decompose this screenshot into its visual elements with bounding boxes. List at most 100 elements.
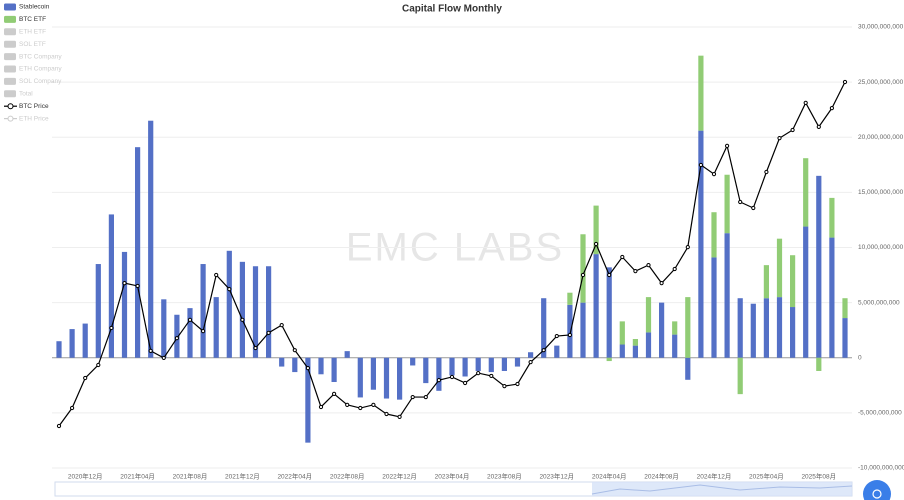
legend-item[interactable]: ETH Company <box>4 65 62 73</box>
bar <box>619 344 625 358</box>
price-point <box>672 266 677 272</box>
bar <box>554 345 560 358</box>
price-point <box>96 362 101 368</box>
y-tick-label: 20,000,000,000 <box>858 134 904 141</box>
x-tick-label: 2021年08月 <box>173 472 208 481</box>
price-point <box>358 405 363 411</box>
bar <box>449 357 455 376</box>
legend-label: SOL Company <box>19 78 62 85</box>
price-point <box>594 241 599 247</box>
price-point <box>266 330 271 335</box>
bar <box>842 318 848 358</box>
bar <box>423 357 429 384</box>
legend-label: ETH Company <box>19 66 62 73</box>
bar <box>803 158 809 227</box>
legend-item[interactable]: BTC ETF <box>4 15 46 23</box>
legend-item[interactable]: SOL Company <box>4 77 62 85</box>
chart-title: Capital Flow Monthly <box>402 4 502 15</box>
bar <box>711 212 717 258</box>
bar <box>541 298 547 358</box>
price-point <box>240 317 245 322</box>
legend-item[interactable]: Stablecoin <box>4 3 50 11</box>
price-point <box>410 394 415 400</box>
bar <box>226 250 232 358</box>
bar <box>187 308 193 358</box>
price-point <box>56 423 62 429</box>
price-point <box>279 323 284 328</box>
price-point <box>109 325 114 331</box>
y-tick-label: -5,000,000,000 <box>858 410 902 417</box>
price-point <box>227 287 232 292</box>
bar <box>161 299 167 358</box>
price-point <box>83 375 88 381</box>
price-point <box>449 374 455 380</box>
y-tick-label: 0 <box>858 354 862 361</box>
legend-item[interactable]: ETH Price <box>4 115 49 122</box>
bar <box>632 339 638 346</box>
bar <box>606 267 612 358</box>
legend-item[interactable]: BTC Price <box>4 103 49 110</box>
price-point <box>515 381 520 387</box>
bar <box>619 321 625 345</box>
chat-icon <box>872 489 882 499</box>
x-tick-label: 2022年04月 <box>277 472 312 481</box>
bar <box>606 357 612 362</box>
bar <box>829 197 835 238</box>
price-point <box>646 263 651 268</box>
x-tick-label: 2020年12月 <box>68 472 103 481</box>
bar <box>331 357 337 383</box>
price-point <box>502 384 507 389</box>
legend-swatch <box>4 53 16 61</box>
bar <box>685 357 691 380</box>
bar <box>148 120 154 358</box>
price-point <box>659 281 664 286</box>
bar <box>213 297 219 358</box>
x-tick-label: 2021年04月 <box>120 472 155 481</box>
x-tick-label: 2024年08月 <box>644 472 679 481</box>
bar <box>711 257 717 358</box>
x-tick-label: 2024年12月 <box>697 472 732 481</box>
price-point <box>764 169 769 175</box>
y-tick-label: 5,000,000,000 <box>858 299 900 306</box>
legend-swatch <box>4 90 16 98</box>
zoom-preview <box>591 484 853 495</box>
legend-item[interactable]: BTC Company <box>4 53 62 60</box>
bar <box>763 265 769 299</box>
price-point <box>489 373 494 379</box>
price-point <box>292 348 297 353</box>
legend-label: BTC Company <box>19 53 62 60</box>
bar <box>659 302 665 358</box>
legend: Stablecoin BTC ETF ETH ETF SOL ETF BTC Compa… <box>4 3 62 122</box>
y-tick-label: 30,000,000,000 <box>858 24 904 31</box>
price-point <box>332 391 337 397</box>
x-tick-label: 2023年08月 <box>487 472 522 481</box>
legend-item[interactable]: Total <box>4 90 33 98</box>
legend-swatch <box>4 40 16 48</box>
price-point <box>187 317 193 322</box>
legend-item[interactable]: ETH ETF <box>4 28 46 36</box>
price-point <box>607 272 612 278</box>
legend-item[interactable]: SOL ETF <box>4 40 46 48</box>
legend-marker <box>7 115 14 122</box>
bar <box>95 264 101 358</box>
price-point <box>397 414 402 419</box>
bar <box>383 357 390 399</box>
data-zoom[interactable] <box>54 481 853 497</box>
price-point <box>436 378 441 383</box>
bar <box>475 357 481 371</box>
bar <box>82 323 88 358</box>
bar <box>252 266 259 358</box>
bar <box>593 205 599 255</box>
price-point <box>70 405 75 411</box>
price-point <box>318 404 324 410</box>
bar <box>724 233 730 358</box>
price-point <box>803 100 808 105</box>
bar <box>685 297 691 358</box>
price-point <box>698 162 704 168</box>
price-point <box>738 199 743 205</box>
x-tick-label: 2024年04月 <box>592 472 627 481</box>
price-point <box>122 281 127 286</box>
price-point <box>541 348 546 353</box>
zoom-window[interactable] <box>592 482 852 496</box>
bar <box>410 357 416 366</box>
